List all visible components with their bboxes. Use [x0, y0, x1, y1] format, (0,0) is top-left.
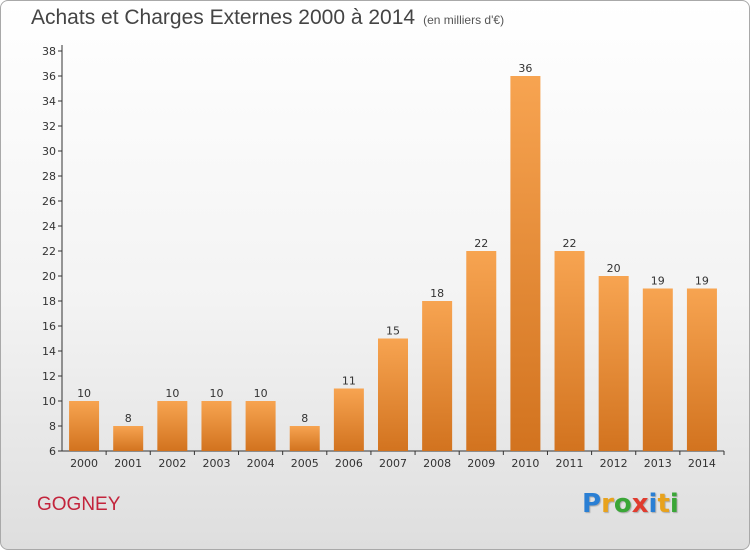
x-tick-label: 2008 [423, 457, 451, 470]
data-label: 19 [651, 275, 665, 288]
bar [510, 76, 541, 451]
x-tick-label: 2007 [379, 457, 407, 470]
y-tick-label: 34 [42, 95, 56, 108]
chart-subtitle: (en milliers d'€) [423, 13, 505, 27]
logo-letter: i [669, 489, 679, 519]
y-tick-label: 14 [42, 345, 56, 358]
data-label: 10 [209, 387, 223, 400]
y-tick-label: 28 [42, 170, 56, 183]
x-tick-label: 2001 [114, 457, 142, 470]
bar [289, 426, 320, 451]
bar [201, 401, 232, 451]
y-tick-label: 26 [42, 195, 56, 208]
bar [333, 388, 364, 451]
bar [69, 401, 100, 451]
bar [422, 301, 453, 451]
x-tick-label: 2009 [467, 457, 495, 470]
x-tick-label: 2006 [335, 457, 363, 470]
logo-letter: x [631, 489, 649, 519]
data-label: 8 [125, 412, 132, 425]
data-label: 15 [386, 325, 400, 338]
logo-letter: r [601, 489, 614, 519]
y-tick-label: 18 [42, 295, 56, 308]
data-label: 36 [518, 62, 532, 75]
y-tick-label: 12 [42, 370, 56, 383]
x-tick-label: 2011 [556, 457, 584, 470]
x-tick-label: 2013 [644, 457, 672, 470]
y-tick-label: 20 [42, 270, 56, 283]
bar [113, 426, 144, 451]
x-tick-label: 2000 [70, 457, 98, 470]
x-tick-label: 2005 [291, 457, 319, 470]
x-tick-label: 2002 [158, 457, 186, 470]
bar [245, 401, 276, 451]
y-tick-label: 16 [42, 320, 56, 333]
y-tick-label: 32 [42, 120, 56, 133]
logo-letter: P [582, 489, 602, 519]
data-label: 8 [301, 412, 308, 425]
x-tick-label: 2010 [511, 457, 539, 470]
bars [69, 76, 717, 451]
bar [598, 276, 629, 451]
bar [466, 251, 497, 451]
data-label: 22 [563, 237, 577, 250]
data-label: 10 [77, 387, 91, 400]
chart-title-group: Achats et Charges Externes 2000 à 2014 (e… [31, 6, 504, 30]
data-label: 10 [165, 387, 179, 400]
data-label: 19 [695, 275, 709, 288]
y-tick-label: 10 [42, 395, 56, 408]
bar [378, 338, 408, 451]
y-tick-label: 6 [49, 445, 56, 458]
bar [642, 288, 673, 451]
chart-title: Achats et Charges Externes 2000 à 2014 [31, 6, 416, 29]
proxiti-logo: Proxiti [582, 489, 679, 519]
x-tick-label: 2004 [247, 457, 275, 470]
y-tick-label: 36 [42, 70, 56, 83]
logo-letter: t [657, 489, 670, 519]
commune-name: GOGNEY [37, 494, 121, 515]
data-label: 11 [342, 375, 356, 388]
data-label: 18 [430, 287, 444, 300]
x-tick-label: 2003 [202, 457, 230, 470]
logo-letter: i [648, 489, 658, 519]
bar [686, 288, 717, 451]
y-tick-label: 38 [42, 45, 56, 58]
bar [554, 251, 585, 451]
data-label: 20 [607, 262, 621, 275]
data-label: 10 [254, 387, 268, 400]
data-label: 22 [474, 237, 488, 250]
x-tick-label: 2014 [688, 457, 716, 470]
logo-letter: o [613, 489, 632, 519]
y-tick-label: 8 [49, 420, 56, 433]
y-tick-label: 22 [42, 245, 56, 258]
y-tick-label: 30 [42, 145, 56, 158]
x-tick-label: 2012 [600, 457, 628, 470]
bar [157, 401, 188, 451]
labels: 2000 10 2001 8 2002 10 2003 10 2004 10 2005 8 2006 11… [70, 62, 716, 470]
y-tick-label: 24 [42, 220, 56, 233]
